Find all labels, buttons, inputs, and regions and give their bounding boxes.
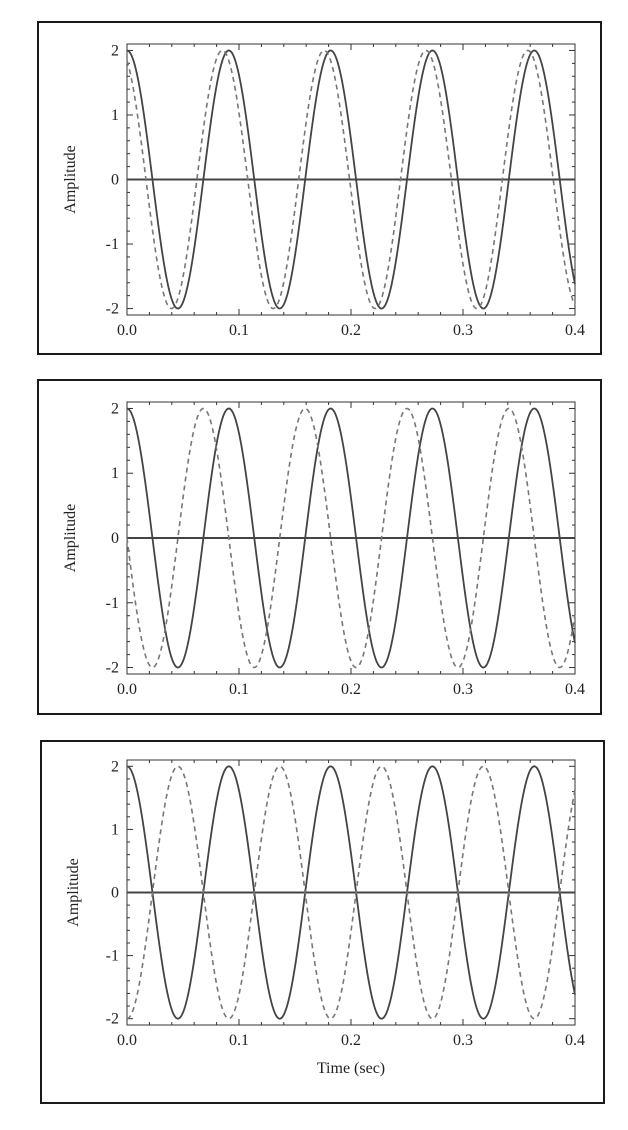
chart-2-svg: 0.0 0.1 0.2 0.3 0.4 2 1 0 -1 -2 Amplitude — [62, 400, 585, 698]
y-tick-label: 0 — [111, 530, 119, 547]
x-tick-label: 0.3 — [453, 681, 473, 698]
x-tick-label: 0.3 — [453, 322, 473, 339]
y-tick-label: 1 — [111, 107, 119, 124]
y-tick-label: -1 — [106, 236, 119, 253]
y-tick-label: 1 — [111, 465, 119, 482]
y-tick-label: -2 — [106, 1011, 119, 1028]
chart-panel-3: 0.0 0.1 0.2 0.3 0.4 2 1 0 -1 -2 Amplitude Time (sec… — [40, 740, 605, 1104]
x-tick-label: 0.1 — [229, 681, 249, 698]
y-tick-label: 0 — [111, 172, 119, 189]
solid-series-line — [126, 407, 576, 669]
y-axis-label: Amplitude — [62, 145, 79, 213]
y-tick-label: 2 — [111, 42, 119, 59]
x-tick-label: 0.0 — [117, 1032, 137, 1049]
y-tick-label: -2 — [106, 301, 119, 318]
x-tick-label: 0.4 — [565, 322, 585, 339]
chart-panel-2: 0.0 0.1 0.2 0.3 0.4 2 1 0 -1 -2 Amplitude — [37, 379, 602, 715]
dashed-series-line — [126, 49, 576, 310]
x-tick-label: 0.2 — [341, 1032, 361, 1049]
dashed-series-line — [126, 765, 576, 1020]
x-tick-label: 0.1 — [229, 1032, 249, 1049]
x-tick-label: 0.0 — [117, 681, 137, 698]
x-tick-label: 0.4 — [565, 1032, 585, 1049]
y-tick-label: -2 — [106, 660, 119, 677]
solid-series-line — [126, 49, 576, 310]
chart-3-svg: 0.0 0.1 0.2 0.3 0.4 2 1 0 -1 -2 Amplitude Time (sec… — [65, 758, 585, 1077]
y-axis-label: Amplitude — [65, 858, 82, 926]
chart-1-svg: 0.0 0.1 0.2 0.3 0.4 2 1 0 -1 -2 Amplitude — [62, 42, 585, 339]
x-tick-label: 0.1 — [229, 322, 249, 339]
x-tick-label: 0.2 — [341, 322, 361, 339]
y-tick-label: -1 — [106, 948, 119, 965]
x-tick-label: 0.0 — [117, 322, 137, 339]
y-tick-label: 2 — [111, 400, 119, 417]
solid-series-line — [126, 765, 576, 1020]
x-axis-label: Time (sec) — [317, 1060, 385, 1077]
x-tick-label: 0.3 — [453, 1032, 473, 1049]
chart-panel-1: 0.0 0.1 0.2 0.3 0.4 2 1 0 -1 -2 Amplitude — [37, 21, 602, 355]
x-tick-label: 0.4 — [565, 681, 585, 698]
dashed-series-line — [126, 407, 576, 669]
y-tick-label: 2 — [111, 758, 119, 775]
y-tick-label: 0 — [111, 885, 119, 902]
y-tick-label: -1 — [106, 595, 119, 612]
x-tick-label: 0.2 — [341, 681, 361, 698]
y-axis-label: Amplitude — [62, 504, 79, 572]
y-tick-label: 1 — [111, 821, 119, 838]
